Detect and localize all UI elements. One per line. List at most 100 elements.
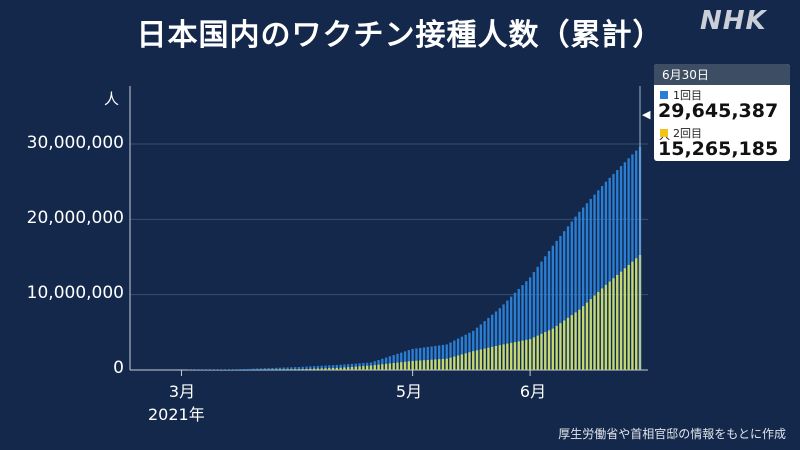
callout-second-dose-label: 2回目 — [660, 125, 702, 141]
first-dose-bar — [513, 292, 517, 370]
second-dose-bar — [517, 341, 520, 370]
first-dose-bar — [339, 364, 342, 370]
callout-date: 6月30日 — [654, 64, 790, 85]
first-dose-bar — [616, 170, 619, 370]
second-dose-bar — [487, 347, 490, 370]
first-dose-bar — [540, 261, 543, 370]
first-dose-bar — [441, 344, 445, 370]
second-dose-bar — [384, 363, 388, 370]
first-dose-bar — [608, 177, 611, 370]
second-dose-bar — [400, 362, 403, 370]
second-dose-bar — [297, 369, 301, 370]
first-dose-bar — [282, 367, 285, 370]
second-dose-label-text: 2回目 — [673, 127, 702, 140]
second-dose-bar — [381, 364, 384, 370]
first-dose-bar — [430, 346, 433, 370]
second-dose-bar — [619, 271, 623, 370]
second-dose-bar — [453, 356, 456, 370]
first-dose-bar — [479, 324, 483, 370]
second-dose-bar — [430, 359, 433, 370]
first-dose-bar — [347, 364, 350, 370]
first-dose-bar — [456, 338, 460, 370]
second-dose-bar — [320, 368, 323, 370]
first-dose-bar — [388, 356, 392, 370]
first-dose-bar — [464, 334, 467, 370]
first-dose-bar — [475, 327, 479, 370]
second-dose-bar — [362, 366, 365, 370]
second-dose-bar — [540, 333, 543, 370]
second-dose-bar — [369, 365, 373, 370]
second-dose-bar — [578, 309, 581, 370]
second-dose-bar — [415, 360, 418, 370]
first-dose-bar — [263, 368, 267, 370]
second-dose-bar — [434, 359, 437, 370]
second-dose-bar — [354, 366, 357, 370]
first-dose-bar — [343, 364, 346, 370]
first-dose-bar — [422, 347, 426, 370]
second-dose-bar — [513, 342, 517, 370]
first-dose-bar — [570, 221, 573, 370]
first-dose-bar — [483, 321, 486, 370]
second-dose-bar — [570, 315, 573, 370]
first-dose-bar — [593, 194, 596, 370]
first-dose-bar — [286, 367, 289, 370]
first-dose-swatch-icon — [660, 91, 668, 99]
second-dose-bar — [324, 368, 327, 370]
first-dose-bar — [225, 369, 229, 370]
second-dose-bar — [358, 366, 361, 370]
second-dose-bar — [396, 362, 399, 370]
second-dose-bar — [377, 364, 380, 370]
first-dose-bar — [600, 185, 604, 370]
second-dose-bar — [403, 361, 407, 370]
second-dose-bar — [600, 288, 604, 370]
first-dose-bar — [525, 281, 528, 370]
second-dose-bar — [350, 366, 354, 370]
first-dose-bar — [517, 288, 520, 370]
second-dose-bar — [472, 351, 475, 370]
second-dose-bar — [426, 359, 429, 370]
second-dose-bar — [631, 261, 634, 370]
second-dose-bar — [536, 335, 539, 370]
first-dose-bar — [237, 369, 240, 370]
second-dose-bar — [282, 369, 285, 370]
second-dose-bar — [335, 367, 339, 370]
second-dose-bar — [502, 344, 505, 370]
first-dose-bar — [578, 211, 581, 370]
second-dose-bar — [468, 352, 471, 370]
second-dose-bar — [441, 358, 445, 370]
year-label: 2021年 — [148, 405, 205, 424]
callout-second-dose-value: 15,265,185人 — [658, 138, 790, 161]
second-dose-bar — [475, 350, 479, 370]
first-dose-bar — [468, 332, 471, 370]
first-dose-bar — [328, 365, 331, 370]
second-dose-bar — [623, 268, 627, 370]
second-dose-bar — [328, 368, 331, 370]
second-dose-bar — [563, 320, 566, 370]
callout-first-dose-label: 1回目 — [660, 87, 702, 103]
first-dose-bar — [619, 166, 623, 370]
first-dose-bar — [400, 352, 403, 370]
first-dose-bar — [623, 162, 627, 370]
second-dose-bar — [347, 367, 350, 370]
second-dose-bar — [498, 345, 501, 370]
second-dose-bar — [509, 342, 513, 370]
second-dose-bar — [449, 357, 452, 370]
second-dose-bar — [528, 339, 532, 370]
first-dose-number: 29,645,387 — [658, 100, 779, 122]
x-tick-label-june: 6月 — [519, 382, 547, 401]
first-dose-bar — [275, 367, 278, 370]
second-dose-bar — [612, 278, 615, 370]
first-dose-bar — [403, 351, 407, 370]
first-dose-bar — [453, 340, 456, 370]
second-dose-bar — [532, 337, 536, 370]
first-dose-bar — [419, 347, 422, 370]
first-dose-bar — [498, 308, 501, 370]
y-axis-unit-label: 人 — [104, 90, 120, 108]
first-dose-bar — [290, 367, 293, 370]
second-dose-bar — [464, 353, 467, 370]
first-dose-label-text: 1回目 — [673, 89, 702, 102]
first-dose-bar — [312, 366, 316, 370]
callout-pointer-icon: ◀ — [642, 108, 651, 121]
second-dose-bar — [293, 369, 297, 370]
